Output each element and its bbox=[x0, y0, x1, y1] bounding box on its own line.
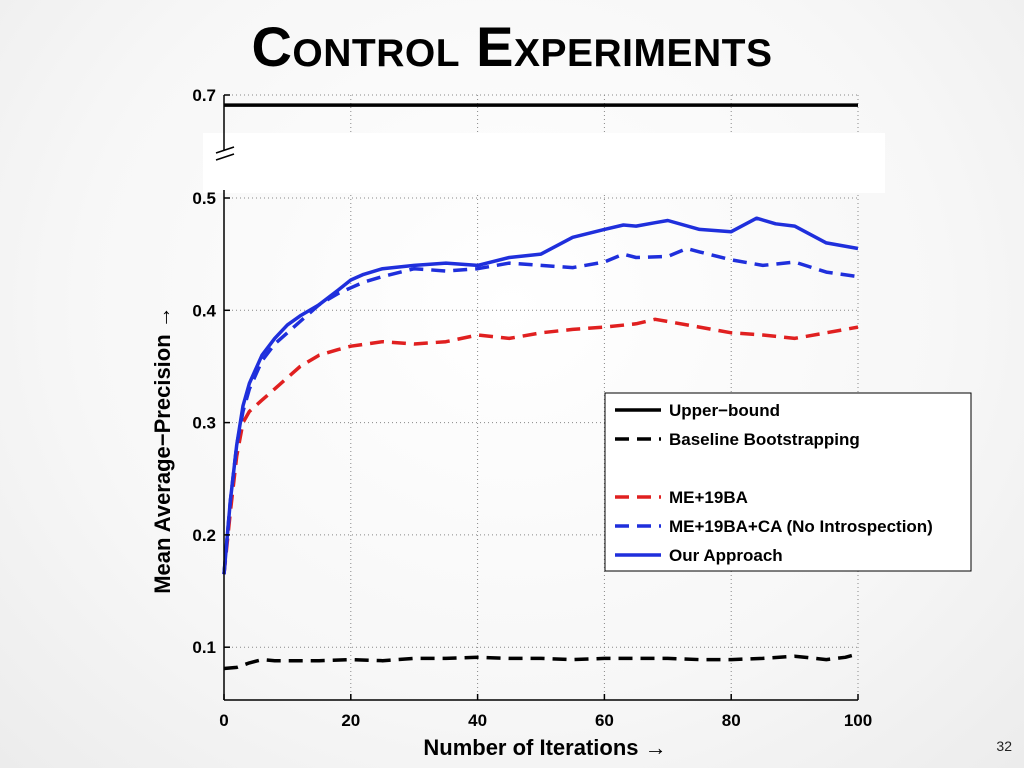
series-line-2 bbox=[222, 317, 859, 575]
y-tick-label: 0.2 bbox=[192, 526, 216, 545]
x-tick-label: 0 bbox=[219, 711, 228, 730]
series-line-1 bbox=[223, 652, 859, 671]
y-tick-label: 0.3 bbox=[192, 414, 216, 433]
series-line-3 bbox=[222, 246, 859, 575]
y-tick-label: 0.5 bbox=[192, 189, 216, 208]
x-tick-label: 60 bbox=[595, 711, 614, 730]
legend-label: ME+19BA bbox=[669, 488, 748, 507]
axis-layer bbox=[215, 94, 859, 701]
x-tick-label: 80 bbox=[722, 711, 741, 730]
legend-label: Baseline Bootstrapping bbox=[669, 430, 860, 449]
legend-label: Upper−bound bbox=[669, 401, 780, 420]
series-line-4 bbox=[222, 216, 859, 575]
x-axis-title: Number of Iterations → bbox=[423, 735, 666, 760]
legend: Upper−bound Baseline Bootstrapping ME+19BA… bbox=[604, 392, 972, 572]
legend-label: ME+19BA+CA (No Introspection) bbox=[669, 517, 933, 536]
axis-break-mask bbox=[203, 133, 885, 193]
x-tick-label: 20 bbox=[341, 711, 360, 730]
y-axis-title: Mean Average−Precision → bbox=[150, 306, 175, 594]
y-tick-label: 0.1 bbox=[192, 638, 216, 657]
grid-layer bbox=[224, 94, 859, 700]
legend-label: Our Approach bbox=[669, 546, 783, 565]
axis-break-mark bbox=[215, 153, 235, 161]
y-tick-label: 0.4 bbox=[192, 301, 216, 320]
y-tick-label: 0.7 bbox=[192, 86, 216, 105]
x-tick-label: 40 bbox=[468, 711, 487, 730]
axis-break-mark bbox=[215, 146, 235, 154]
slide-title: Control Experiments bbox=[251, 15, 773, 78]
tick-label-layer: 0 20 40 60 80 100 0.1 0.2 0.3 0.4 0.5 0.7 bbox=[192, 86, 872, 730]
x-tick-label: 100 bbox=[844, 711, 872, 730]
series-layer bbox=[222, 103, 859, 671]
slide-number: 32 bbox=[996, 738, 1012, 754]
